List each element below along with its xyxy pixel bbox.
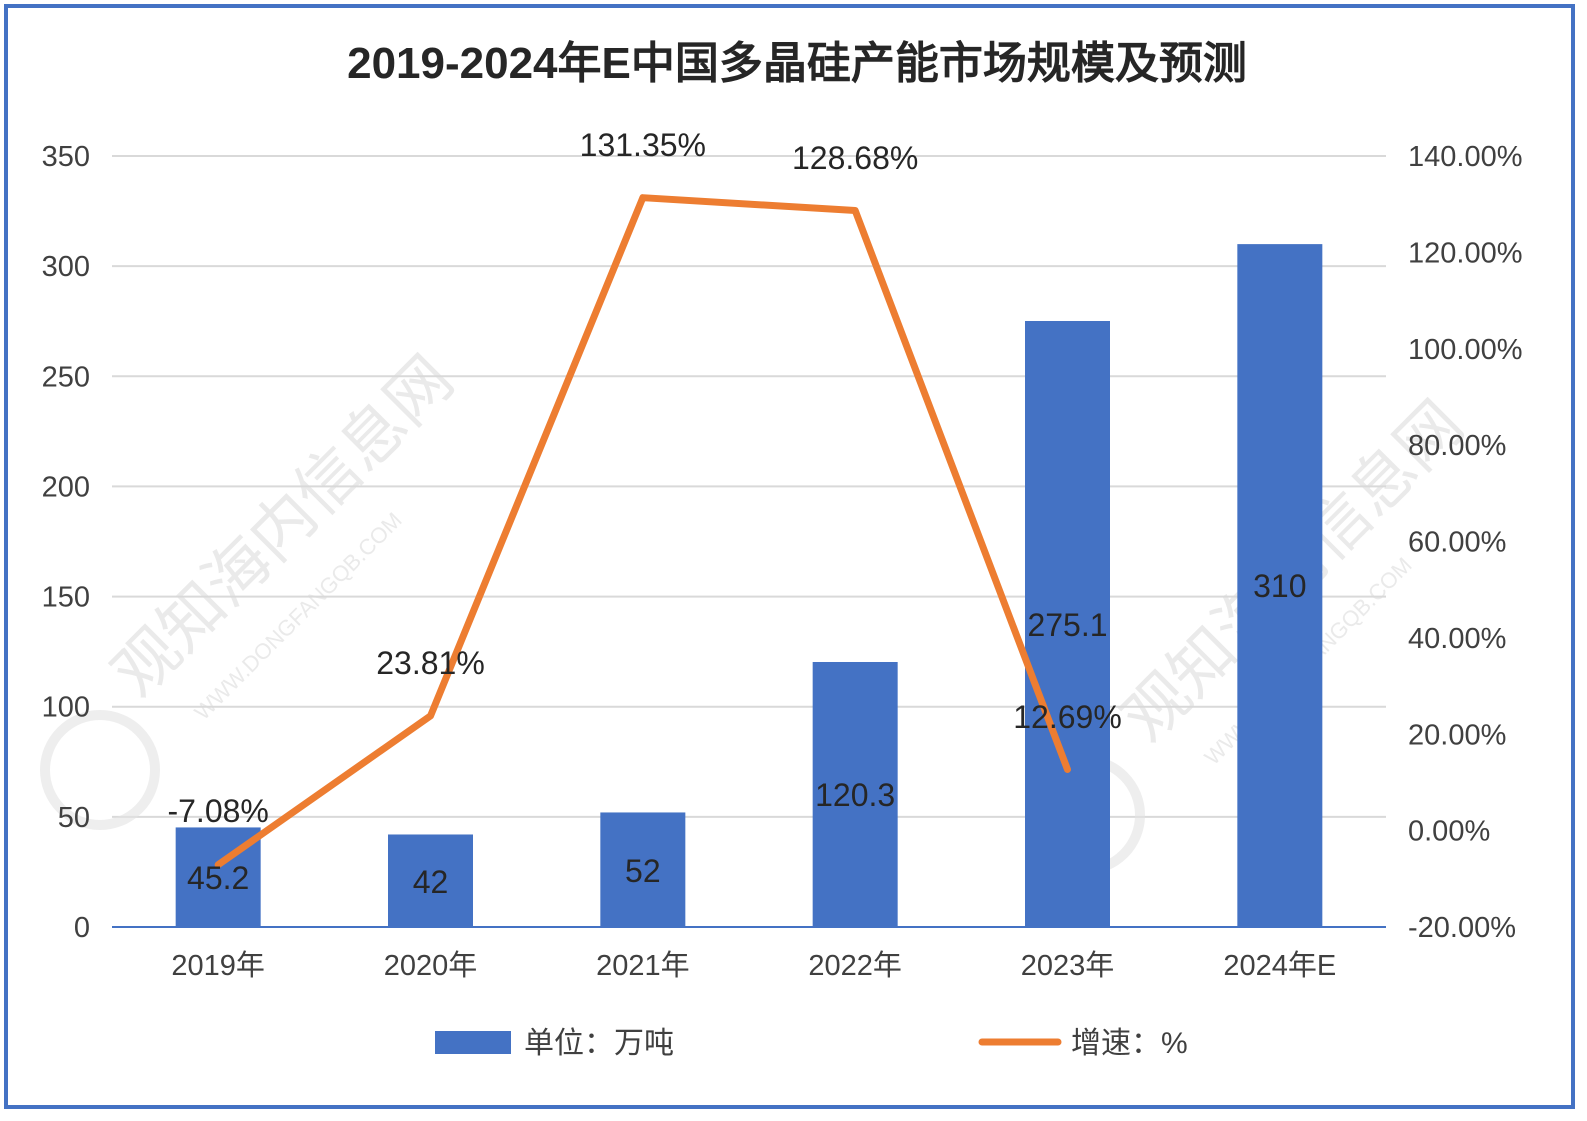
watermark-logo-icon xyxy=(40,710,160,830)
gridlines xyxy=(112,155,1386,818)
y-left-tick-label: 100 xyxy=(42,692,90,724)
x-tick-label: 2020年 xyxy=(384,949,478,982)
x-tick-label: 2023年 xyxy=(1021,949,1115,982)
line-value-label: -7.08% xyxy=(167,793,268,829)
growth-line xyxy=(214,194,1071,869)
x-tick-label: 2024年E xyxy=(1223,949,1336,982)
x-tick-label: 2022年 xyxy=(808,949,902,982)
bar xyxy=(1025,320,1110,927)
x-tick-label: 2019年 xyxy=(171,949,265,982)
y-left-tick-label: 200 xyxy=(42,471,90,503)
y-left-tick-label: 250 xyxy=(42,361,90,393)
y-right-tick-label: 120.00% xyxy=(1408,237,1523,269)
line-value-label: 131.35% xyxy=(580,127,706,163)
bar-value-label: 275.1 xyxy=(1027,607,1107,643)
line-value-label: 23.81% xyxy=(376,645,485,681)
y-left-tick-label: 50 xyxy=(58,802,90,834)
y-left-tick-label: 150 xyxy=(42,582,90,614)
line-value-label: 128.68% xyxy=(792,140,918,176)
x-tick-label: 2021年 xyxy=(596,949,690,982)
chart-title: 2019-2024年E中国多晶硅产能市场规模及预测 xyxy=(347,39,1247,88)
legend: 单位：万吨 增速：% xyxy=(435,1027,1188,1060)
y-right-tick-label: 140.00% xyxy=(1408,141,1523,173)
y-left-tick-label: 0 xyxy=(74,912,90,944)
bar-series xyxy=(175,244,1323,928)
y-right-tick-label: 20.00% xyxy=(1408,719,1506,751)
bar-value-label: 310 xyxy=(1253,568,1306,604)
bar xyxy=(388,834,473,927)
legend-bar-swatch xyxy=(435,1031,511,1054)
y-right-tick-label: 60.00% xyxy=(1408,527,1506,559)
y-right-tick-label: 100.00% xyxy=(1408,334,1523,366)
legend-bar-label: 单位：万吨 xyxy=(524,1027,674,1060)
bar xyxy=(812,661,898,927)
y-right-tick-label: -20.00% xyxy=(1408,912,1516,944)
y-left-tick-label: 300 xyxy=(42,251,90,283)
axes: 0 50 100 150 200 250 300 350 -20.00% 0.00% 20.00% 4… xyxy=(42,141,1523,982)
line-series xyxy=(214,194,1071,869)
bar-value-label: 45.2 xyxy=(187,860,249,896)
data-labels: 45.2 42 52 120.3 275.1 310 -7.08% 23.81% 131.35%… xyxy=(167,127,1306,900)
y-right-tick-label: 0.00% xyxy=(1408,816,1490,848)
legend-line-label: 增速：% xyxy=(1071,1027,1188,1060)
bar xyxy=(600,812,686,927)
bar xyxy=(1237,244,1323,928)
y-left-tick-label: 350 xyxy=(42,141,90,173)
line-value-label: 12.69% xyxy=(1013,699,1122,735)
bar-value-label: 120.3 xyxy=(815,777,895,813)
bar-value-label: 42 xyxy=(413,864,449,900)
y-right-tick-label: 80.00% xyxy=(1408,430,1506,462)
y-right-tick-label: 40.00% xyxy=(1408,623,1506,655)
bar-value-label: 52 xyxy=(625,853,661,889)
